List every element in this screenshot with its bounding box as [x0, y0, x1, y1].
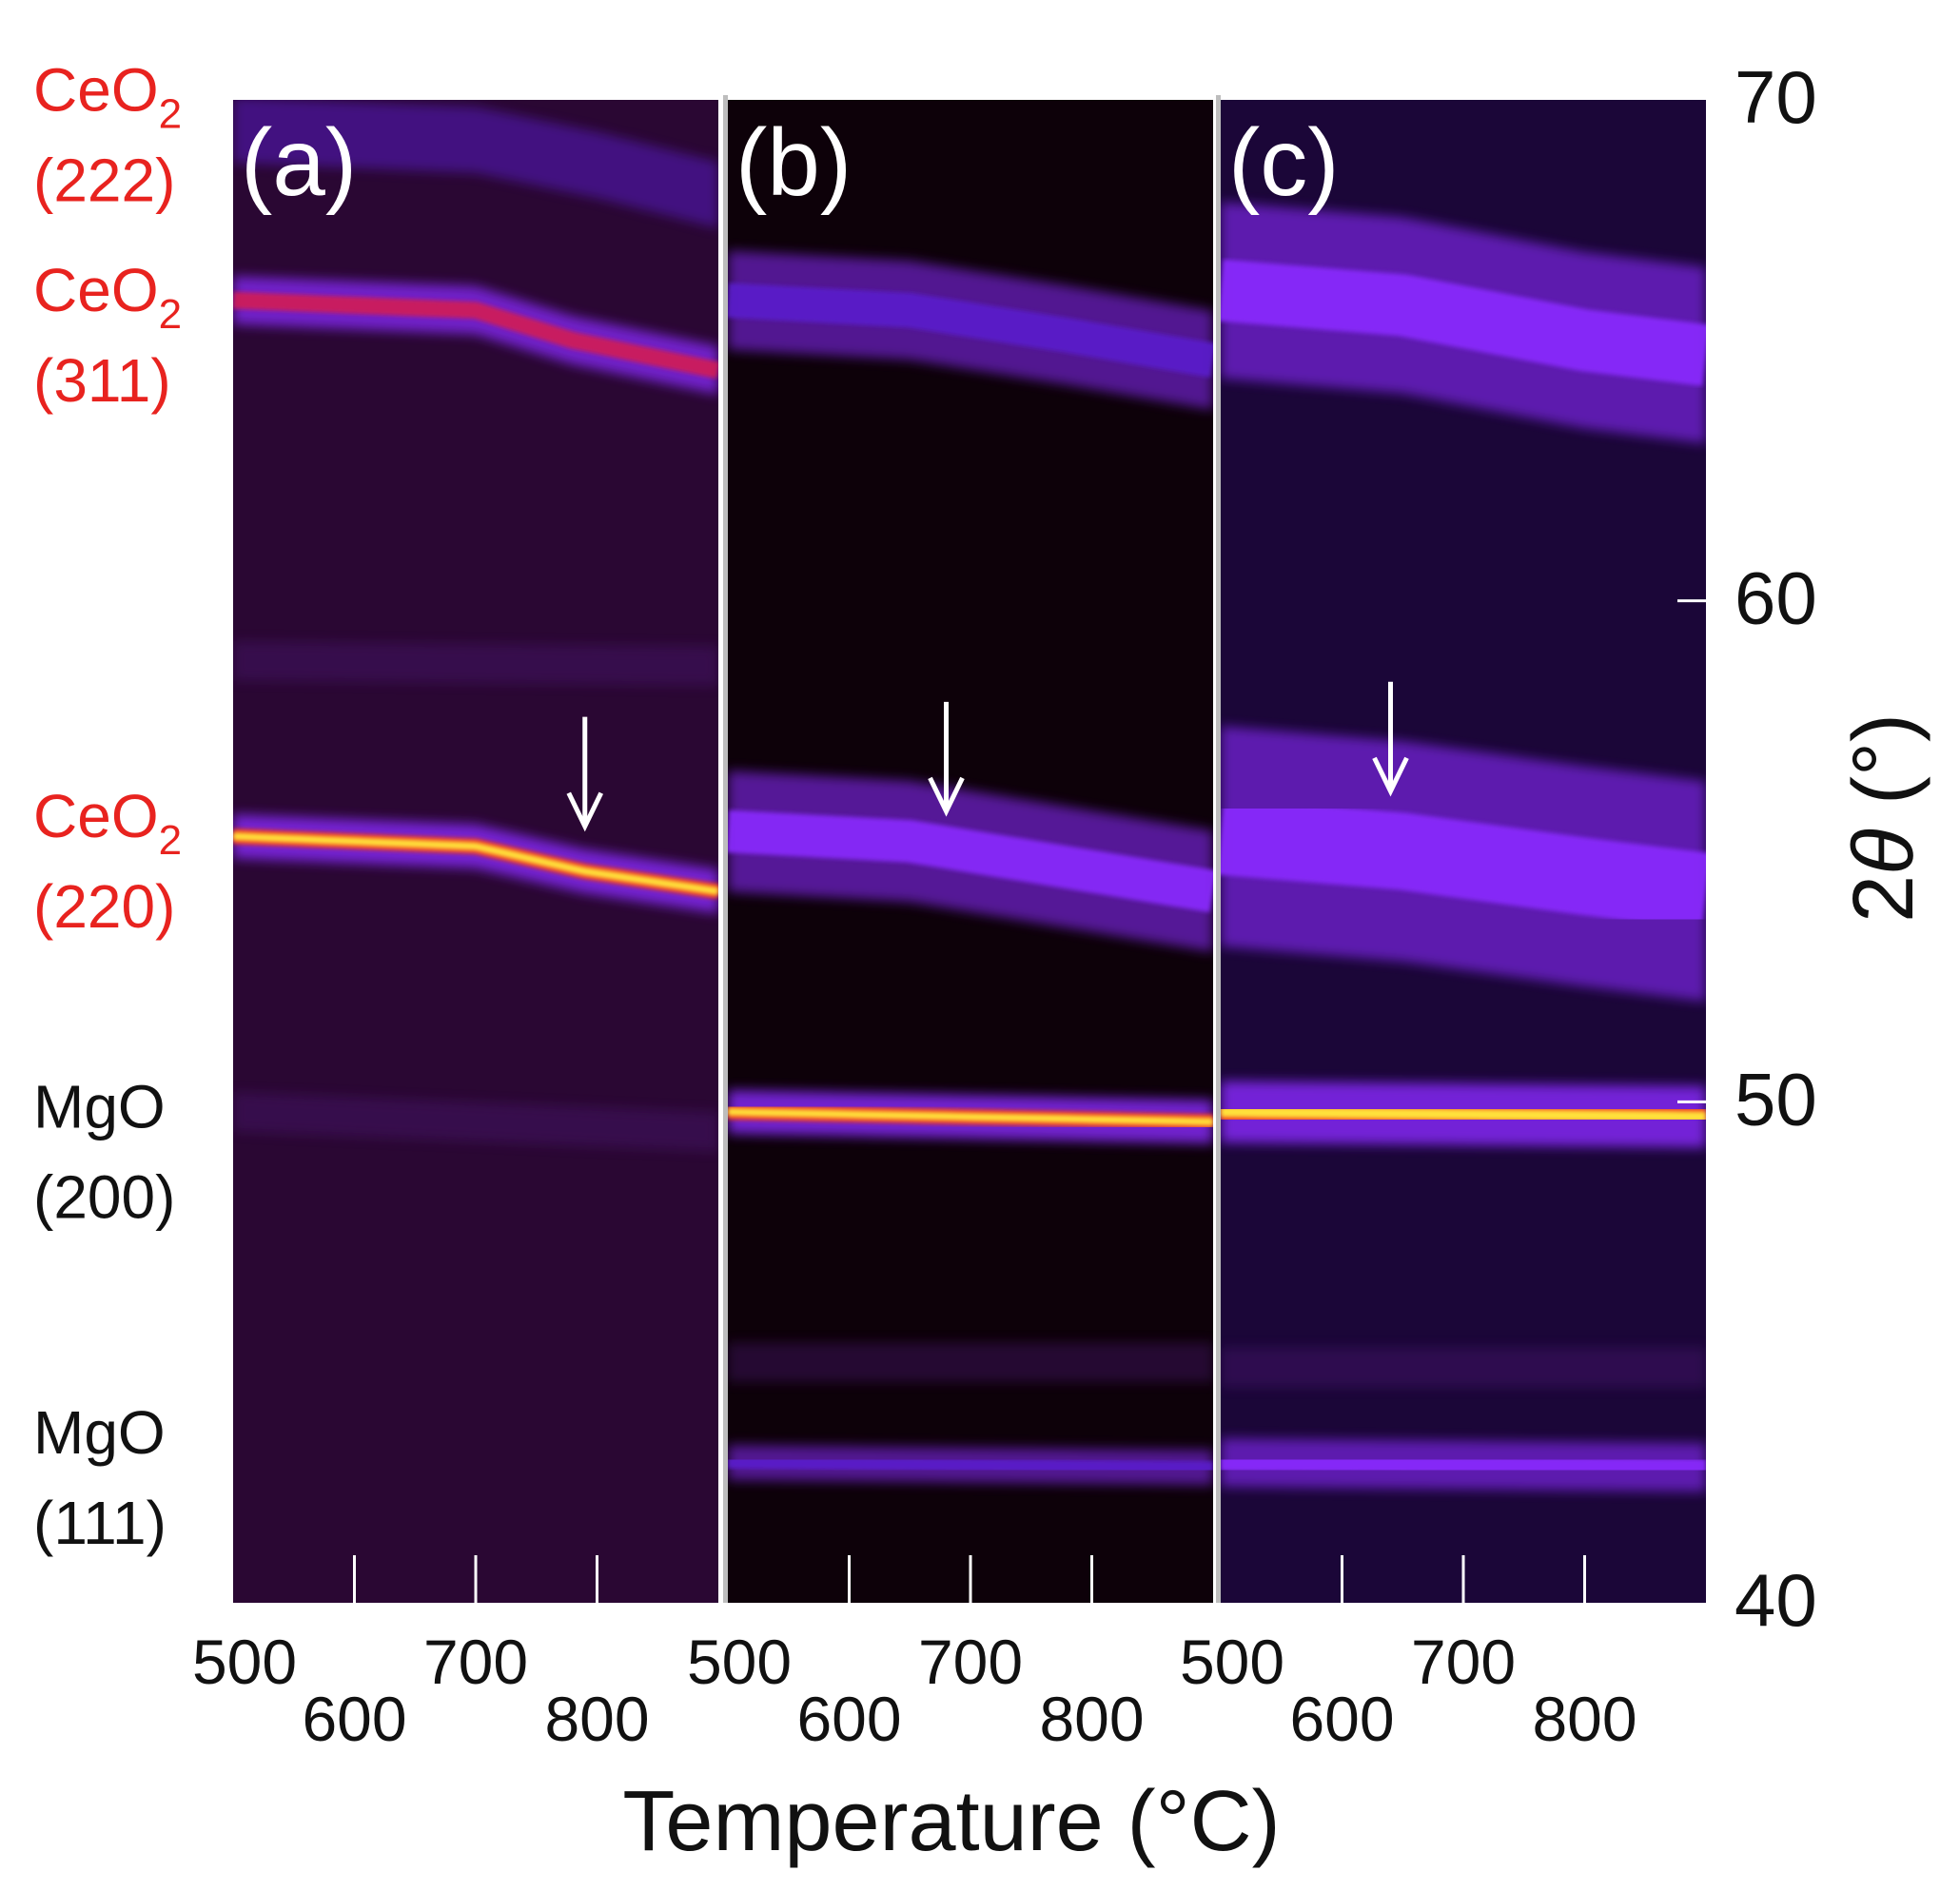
- panel-label: (a): [241, 109, 357, 216]
- y-tick-label: 40: [1735, 1558, 1817, 1642]
- y-tick-label: 70: [1735, 55, 1817, 139]
- panel-b: (b): [728, 100, 1213, 1603]
- band-mgo-200-: [1221, 1081, 1706, 1148]
- band-glow: [233, 100, 718, 228]
- band-glow: [233, 1092, 718, 1152]
- band-core: [233, 291, 718, 380]
- peak-label: CeO2 (222): [33, 55, 182, 214]
- peak-label-name: CeO2: [33, 782, 182, 864]
- band-weak-44-7: [1221, 1347, 1706, 1388]
- band-ceo2-220-: [728, 770, 1213, 952]
- y-axis: 40 50 60 70: [1677, 55, 1817, 1642]
- band-weak-44-8: [728, 1342, 1213, 1383]
- band-mgo-200-: [233, 1092, 718, 1152]
- band-core: [1221, 259, 1706, 386]
- panel-label: (b): [735, 109, 852, 216]
- x-tick-label: 700: [1411, 1627, 1516, 1697]
- band-ceo2-311-: [1221, 202, 1706, 444]
- panel-c: (c): [1221, 100, 1706, 1603]
- band-mgo-200-: [728, 1089, 1213, 1144]
- band-peak: [233, 832, 718, 896]
- band-ceo2-220-: [1221, 726, 1706, 1002]
- bands: [728, 250, 1213, 1486]
- peak-label-name: CeO2: [33, 55, 182, 137]
- x-axis-title: Temperature (°C): [622, 1774, 1280, 1869]
- peak-label: MgO (200): [33, 1072, 175, 1231]
- band-core: [728, 1456, 1213, 1474]
- peak-label-subscript: 2: [159, 291, 182, 338]
- y-axis-title: 2θ (°): [1836, 713, 1931, 923]
- band-mgo-111-: [1221, 1438, 1706, 1492]
- band-ceo2-311-: [233, 276, 718, 395]
- band-core: [728, 283, 1213, 378]
- band-core: [1221, 1453, 1706, 1476]
- peak-label: MgO (111): [33, 1398, 167, 1557]
- peak-label-name: MgO: [33, 1072, 166, 1140]
- band-core: [1221, 797, 1706, 930]
- peak-label-index: (200): [33, 1162, 175, 1231]
- peak-label-name: CeO2: [33, 256, 182, 338]
- band-glow: [233, 641, 718, 686]
- arrow-marker: [566, 716, 603, 832]
- band-core: [728, 809, 1213, 913]
- peak-label: CeO2 (220): [33, 782, 182, 941]
- peak-label-name: MgO: [33, 1398, 166, 1467]
- band-glow: [1221, 1347, 1706, 1388]
- arrow-marker: [1372, 681, 1409, 797]
- x-tick-label: 800: [1532, 1684, 1637, 1754]
- x-tick-label: 500: [1180, 1627, 1284, 1697]
- band-weak-58-8: [233, 641, 718, 686]
- band-peak: [728, 1107, 1213, 1126]
- band-ceo2-220-: [233, 814, 718, 914]
- y-tick-label: 50: [1735, 1057, 1817, 1140]
- panel-separator: [1216, 95, 1221, 1603]
- band-mgo-111-: [728, 1444, 1213, 1486]
- y-axis-title-suffix: (°): [1836, 713, 1931, 829]
- y-axis-title-prefix: 2: [1836, 875, 1931, 923]
- x-tick-label: 500: [192, 1627, 297, 1697]
- band-ceo2-222-: [233, 100, 718, 228]
- panels-group: (a) (b) (c): [233, 95, 1706, 1603]
- band-peak: [1221, 1106, 1706, 1122]
- peak-label-index: (222): [33, 146, 175, 214]
- peak-labels-group: CeO2 (222) CeO2 (311) CeO2 (220) MgO (200) MgO (1…: [33, 55, 182, 1556]
- bands: [233, 100, 718, 1152]
- band-ceo2-311-: [728, 250, 1213, 411]
- panel-a: (a): [233, 100, 718, 1603]
- x-tick-label: 500: [687, 1627, 792, 1697]
- peak-label-index: (111): [33, 1489, 167, 1557]
- x-tick-label: 800: [544, 1684, 649, 1754]
- x-tick-label: 700: [423, 1627, 528, 1697]
- panel-separator: [723, 95, 728, 1603]
- bands: [1221, 202, 1706, 1492]
- x-tick-label: 600: [302, 1684, 406, 1754]
- peak-label-subscript: 2: [159, 817, 182, 864]
- peak-label: CeO2 (311): [33, 256, 182, 415]
- y-axis-title-theta: θ: [1836, 829, 1931, 875]
- band-glow: [728, 1342, 1213, 1383]
- x-tick-label: 600: [1289, 1684, 1394, 1754]
- peak-label-index: (220): [33, 872, 175, 941]
- x-tick-label: 600: [796, 1684, 901, 1754]
- arrow-marker: [928, 701, 965, 817]
- y-tick-label: 60: [1735, 556, 1817, 640]
- peak-label-index: (311): [33, 346, 171, 415]
- x-tick-label: 700: [918, 1627, 1023, 1697]
- peak-label-subscript: 2: [159, 90, 182, 137]
- panel-label: (c): [1228, 109, 1340, 216]
- x-tick-label: 800: [1039, 1684, 1144, 1754]
